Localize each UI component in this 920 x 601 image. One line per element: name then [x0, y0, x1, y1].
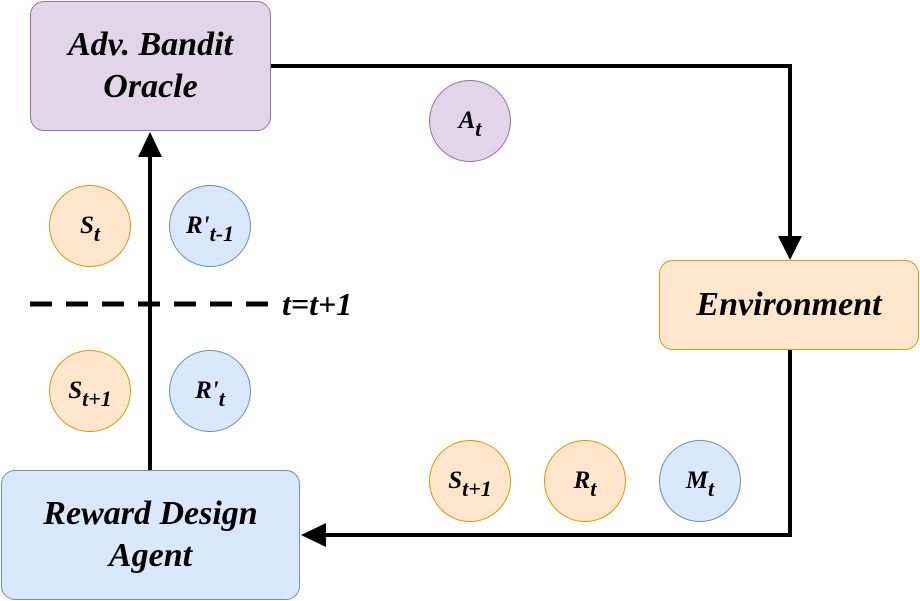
previous-reward-token: R' t-1: [169, 185, 251, 267]
token-main: S: [448, 467, 463, 494]
oracle-label-line2: Oracle: [103, 68, 198, 105]
token-main: A: [458, 107, 476, 134]
environment-label: Environment: [696, 285, 882, 323]
oracle-node: Adv. Bandit Oracle: [30, 1, 271, 131]
token-sub: t-1: [209, 221, 235, 246]
token-main: R: [573, 467, 591, 494]
agent-label-line2: Agent: [108, 537, 193, 574]
designed-reward-token: R' t: [169, 350, 251, 432]
token-main: R': [185, 212, 210, 239]
token-main: R': [195, 377, 219, 404]
token-sub: t: [93, 221, 101, 246]
environment-node: Environment: [659, 260, 919, 350]
arrowhead-agent: [301, 523, 326, 547]
token-main: S: [68, 377, 83, 404]
token-sub: t+1: [462, 476, 492, 501]
token-sub: t: [590, 476, 597, 501]
time-step-label: t=t+1: [282, 286, 353, 322]
oracle-label-line1: Adv. Bandit: [68, 25, 233, 63]
token-sub: t: [708, 476, 715, 501]
token-main: S: [79, 212, 94, 239]
agent-node: Reward Design Agent: [1, 470, 300, 600]
arrowhead-environment: [778, 236, 802, 260]
arrow-environment-to-agent: [312, 350, 792, 537]
token-sub: t+1: [82, 386, 112, 411]
token-sub: t: [218, 386, 225, 411]
token-main: M: [685, 467, 709, 494]
token-sub: t: [475, 116, 482, 141]
agent-label-line1: Reward Design: [43, 494, 258, 532]
arrowhead-oracle: [138, 132, 162, 157]
arrow-oracle-to-environment: [271, 64, 792, 250]
